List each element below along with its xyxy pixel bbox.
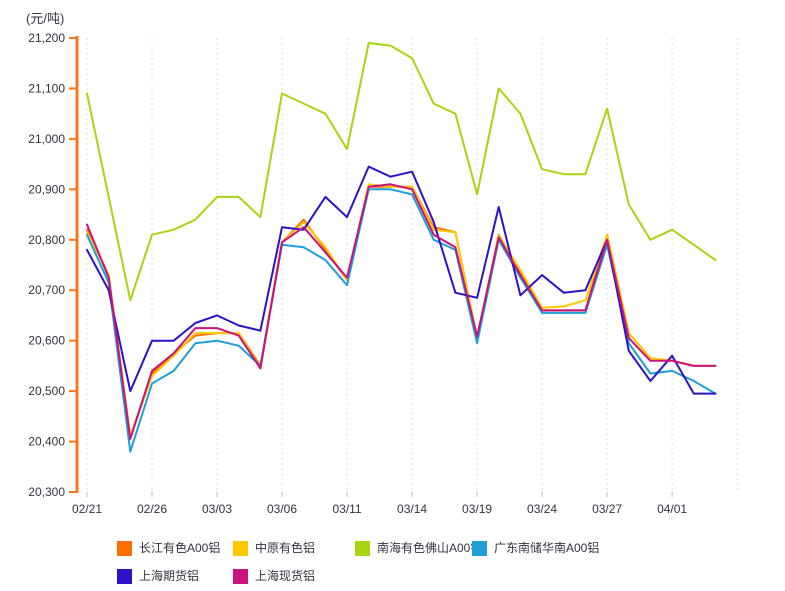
legend-item-上海期货铝: 上海期货铝 [117,568,199,584]
legend-swatch [233,540,248,556]
series-line-上海现货铝 [86,183,717,440]
legend-swatch [355,540,370,556]
y-axis: 21,200 21,100 21,000 20,900 20,800 20,700 20,6… [28,31,79,499]
series-line-上海期货铝 [86,165,717,395]
y-axis-tick-label: 20,500 [28,384,65,398]
legend-item-广东南储华南A00铝: 广东南储华南A00铝 [472,540,599,556]
legend-label: 南海有色佛山A00铝 [377,541,483,555]
legend-label: 上海现货铝 [255,569,316,583]
x-axis-tick-label: 03/24 [527,502,557,516]
legend-item-上海现货铝: 上海现货铝 [233,568,315,584]
x-axis-tick-label: 03/06 [267,502,297,516]
x-axis-tick-label: 03/27 [592,502,622,516]
series-line-南海有色佛山A00铝 [86,42,717,302]
legend-swatch [233,568,248,584]
legend-swatch [117,568,132,584]
x-axis-tick-label: 03/03 [202,502,232,516]
x-axis-tick-label: 02/26 [137,502,167,516]
legend-label: 广东南储华南A00铝 [494,541,600,555]
y-axis-tick-label: 20,800 [28,233,65,247]
gridline-group [86,38,738,492]
legend-label: 中原有色铝 [255,541,316,555]
legend-item-南海有色佛山A00铝: 南海有色佛山A00铝 [355,540,482,556]
y-axis-tick-label: 20,900 [28,182,65,196]
y-axis-tick-label: 21,100 [28,81,65,95]
x-axis: 02/21 02/26 03/03 03/06 03/11 03/14 03/19 03/24… [72,492,687,516]
x-axis-tick-label: 03/11 [332,502,361,516]
series-line-广东南储华南A00铝 [86,188,717,453]
x-axis-tick-label: 04/01 [657,502,687,516]
y-axis-tick-label: 20,300 [28,485,65,499]
x-axis-tick-label: 02/21 [72,502,102,516]
line-chart: 21,200 21,100 21,000 20,900 20,800 20,700 20,6… [28,31,738,516]
y-axis-tick-label: 20,600 [28,334,65,348]
y-axis-unit-label: (元/吨) [26,11,65,26]
x-axis-tick-label: 03/14 [397,502,427,516]
y-axis-tick-label: 20,700 [28,283,65,297]
x-axis-tick-label: 03/19 [462,502,492,516]
y-axis-tick-label: 20,400 [28,435,65,449]
legend-swatch [472,540,487,556]
y-axis-tick-label: 21,200 [28,31,65,45]
legend-label: 上海期货铝 [139,569,200,583]
y-axis-tick-label: 21,000 [28,132,65,146]
legend-swatch [117,540,132,556]
legend-label: 长江有色A00铝 [139,541,221,555]
legend-item-中原有色铝: 中原有色铝 [233,540,315,556]
legend-item-长江有色A00铝: 长江有色A00铝 [117,540,220,556]
